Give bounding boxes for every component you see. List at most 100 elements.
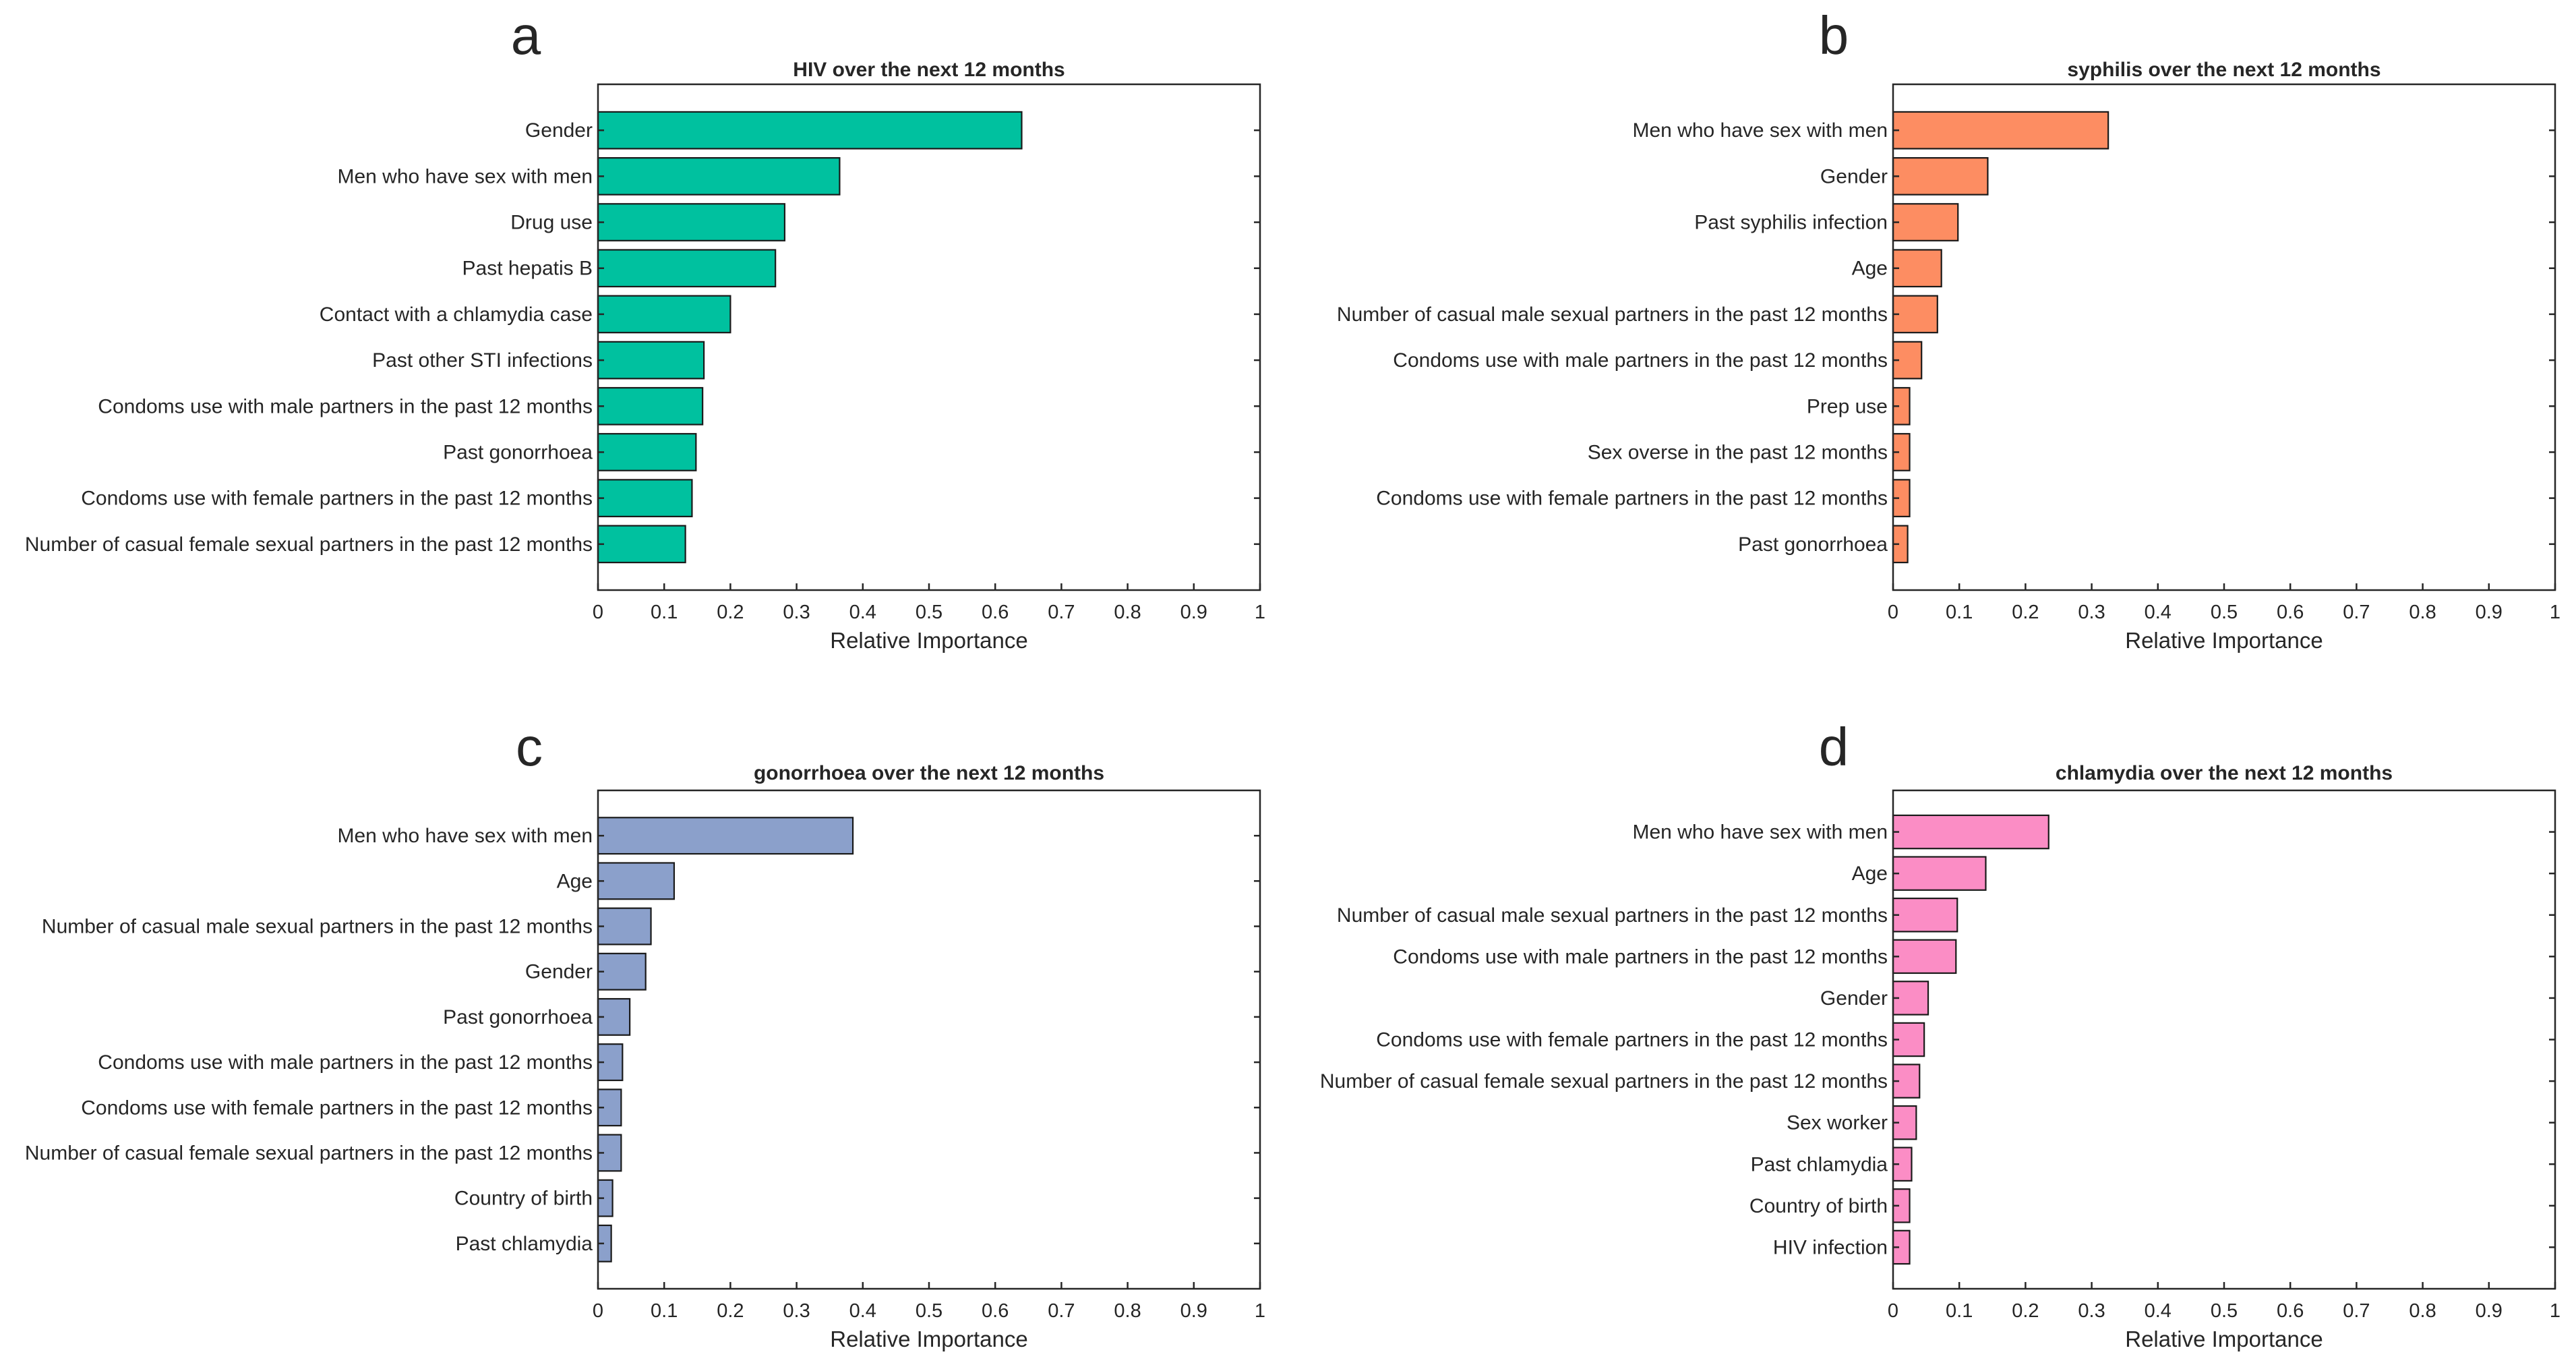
axes-frame [597, 789, 1261, 1290]
bar-1 [1892, 111, 2109, 150]
category-label: Prep use [1807, 395, 1888, 417]
x-tick-label: 0 [1888, 1300, 1898, 1322]
x-tick-label: 0.3 [2078, 1300, 2105, 1322]
category-label: Number of casual male sexual partners in… [1337, 904, 1888, 927]
bar-1 [1892, 814, 2049, 850]
category-label: Number of casual male sexual partners in… [42, 916, 593, 938]
axes-frame [1892, 789, 2556, 1290]
category-label: Number of casual male sexual partners in… [1337, 303, 1888, 326]
x-tick-label: 0.8 [2409, 602, 2436, 623]
x-axis-label: Relative Importance [830, 1327, 1027, 1351]
x-tick-label: 0.5 [2211, 1300, 2238, 1322]
x-tick-label: 0.5 [916, 1300, 942, 1322]
chart-title: HIV over the next 12 months [793, 59, 1065, 81]
bar-3 [1892, 203, 1959, 241]
category-label: Condoms use with male partners in the pa… [98, 395, 593, 417]
category-label: HIV infection [1773, 1236, 1888, 1258]
bar-8 [597, 1134, 622, 1172]
category-label: Age [1852, 863, 1888, 885]
chart-title: chlamydia over the next 12 months [2056, 762, 2393, 784]
x-tick-label: 0 [1888, 602, 1898, 623]
category-label: Past hepatis B [462, 258, 593, 280]
bar-6 [1892, 1022, 1925, 1057]
x-tick-label: 0.1 [651, 1300, 678, 1322]
bar-4 [597, 952, 647, 991]
x-tick-label: 0.9 [1180, 1300, 1207, 1322]
bar-8 [597, 433, 697, 471]
category-label: Sex overse in the past 12 months [1588, 441, 1888, 463]
category-label: Past syphilis infection [1694, 212, 1888, 234]
bar-7 [597, 386, 704, 426]
panel-a: a HIV over the next 12 months Gender Men wh… [25, 5, 1265, 653]
x-tick-label: 0.2 [717, 1300, 744, 1322]
panel-b: b syphilis over the next 12 months Men who… [1337, 5, 2560, 653]
category-label: Age [557, 870, 593, 892]
x-tick-label: 0.7 [2343, 602, 2370, 623]
x-tick-label: 0.6 [2277, 1300, 2304, 1322]
category-label: Condoms use with female partners in the … [1376, 1029, 1888, 1051]
category-label: Country of birth [1749, 1195, 1888, 1217]
category-label: Men who have sex with men [337, 165, 593, 187]
category-label: Gender [1820, 165, 1888, 187]
panel-letter: a [511, 5, 541, 65]
x-tick-label: 0.4 [849, 602, 876, 623]
x-tick-label: 1 [2550, 1300, 2560, 1322]
x-tick-label: 0.5 [916, 602, 942, 623]
category-label: Number of casual female sexual partners … [25, 533, 593, 556]
category-label: Past gonorrhoea [443, 1006, 593, 1028]
category-label: Number of casual female sexual partners … [1320, 1070, 1888, 1093]
category-label: Sex worker [1787, 1112, 1888, 1134]
category-label: Condoms use with male partners in the pa… [98, 1051, 593, 1074]
x-tick-label: 1 [2550, 602, 2560, 623]
x-axis-label: Relative Importance [2125, 628, 2323, 653]
category-label: Gender [1820, 987, 1888, 1010]
bar-5 [597, 295, 731, 334]
category-label: Condoms use with female partners in the … [81, 1097, 593, 1119]
x-tick-label: 0.3 [783, 1300, 810, 1322]
category-label: Age [1852, 258, 1888, 280]
bar-1 [597, 817, 854, 855]
axes-frame [1892, 83, 2556, 591]
x-axis-label: Relative Importance [2125, 1327, 2323, 1351]
x-tick-label: 0.2 [2012, 1300, 2039, 1322]
category-label: Past chlamydia [1751, 1153, 1888, 1175]
panel-letter: c [516, 717, 543, 777]
x-tick-label: 0.8 [1114, 1300, 1141, 1322]
bar-2 [1892, 156, 1989, 196]
x-tick-label: 0.4 [2145, 602, 2171, 623]
x-tick-label: 1 [1255, 1300, 1265, 1322]
category-label: Gender [525, 961, 593, 983]
x-tick-label: 0.1 [651, 602, 678, 623]
x-tick-label: 0.7 [1048, 1300, 1075, 1322]
category-label: Men who have sex with men [1632, 821, 1888, 844]
bar-2 [1892, 856, 1987, 891]
category-label: Condoms use with male partners in the pa… [1393, 349, 1888, 372]
bar-3 [597, 907, 652, 946]
x-tick-label: 0.9 [2476, 1300, 2503, 1322]
bar-8 [1892, 433, 1911, 471]
x-tick-label: 0.3 [2078, 602, 2105, 623]
category-label: Men who have sex with men [337, 825, 593, 847]
bar-10 [597, 525, 686, 564]
bar-4 [1892, 249, 1942, 288]
chart-title: syphilis over the next 12 months [2067, 59, 2380, 81]
x-tick-label: 0.1 [1946, 1300, 1973, 1322]
x-tick-label: 0.5 [2211, 602, 2238, 623]
x-tick-label: 0.2 [2012, 602, 2039, 623]
category-label: Contact with a chlamydia case [320, 303, 593, 326]
x-tick-label: 0.6 [982, 1300, 1009, 1322]
bar-4 [597, 249, 777, 288]
panel-d: d chlamydia over the next 12 months Men wh… [1320, 717, 2560, 1351]
bar-2 [597, 156, 841, 196]
x-tick-label: 0.7 [1048, 602, 1075, 623]
bar-9 [597, 479, 693, 518]
x-axis-label: Relative Importance [830, 628, 1027, 653]
x-tick-label: 0.6 [2277, 602, 2304, 623]
category-label: Gender [525, 119, 593, 142]
category-label: Past gonorrhoea [443, 441, 593, 463]
x-tick-label: 0.1 [1946, 602, 1973, 623]
x-tick-label: 0.8 [2409, 1300, 2436, 1322]
x-tick-label: 0.9 [1180, 602, 1207, 623]
category-label: Condoms use with male partners in the pa… [1393, 946, 1888, 968]
category-label: Past other STI infections [372, 349, 593, 372]
